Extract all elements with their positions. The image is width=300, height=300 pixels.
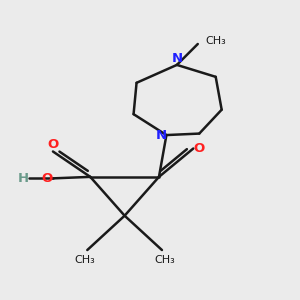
Text: O: O: [193, 142, 205, 155]
Text: H: H: [18, 172, 29, 185]
Text: CH₃: CH₃: [205, 36, 226, 46]
Text: N: N: [171, 52, 182, 65]
Text: N: N: [155, 129, 167, 142]
Text: CH₃: CH₃: [74, 254, 95, 265]
Text: CH₃: CH₃: [154, 254, 175, 265]
Text: O: O: [42, 172, 53, 185]
Text: O: O: [47, 139, 58, 152]
